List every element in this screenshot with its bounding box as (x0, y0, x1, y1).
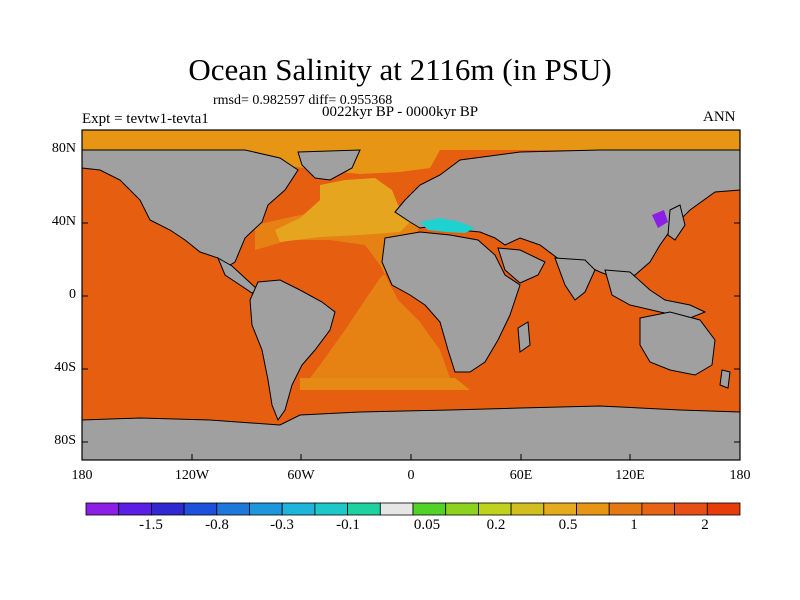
colorbar-swatch (641, 502, 676, 516)
colorbar-swatch (608, 502, 643, 516)
colorbar-swatch (314, 502, 348, 516)
colorbar-swatch (249, 502, 283, 516)
lon-label-180w: 180 (71, 468, 93, 483)
south-america (249, 279, 336, 422)
colorbar-swatch (216, 502, 250, 516)
statistics-label: rmsd= 0.982597 diff= 0.955368 (213, 93, 393, 108)
africa (381, 231, 521, 373)
north-atlantic-region (275, 178, 410, 242)
season-label: ANN (703, 109, 736, 125)
colorbar-swatch (445, 502, 479, 516)
colorbar-swatch (183, 502, 218, 516)
colorbar-label: 0.5 (558, 517, 578, 533)
colorbar-swatch (85, 502, 120, 516)
colorbar-label: 0.05 (413, 517, 441, 533)
eurasia (394, 149, 741, 281)
colorbar-swatch (706, 502, 741, 516)
colorbar-swatch (150, 502, 185, 516)
lon-label-120e: 120E (615, 468, 645, 483)
colorbar-swatch (674, 502, 708, 516)
map-title: Ocean Salinity at 2116m (in PSU) (188, 52, 612, 87)
indian-subcontinent (554, 257, 596, 301)
colorbar-label: 2 (701, 517, 709, 533)
colorbar-label: -0.3 (270, 517, 294, 533)
lon-label-120w: 120W (174, 468, 210, 483)
lon-label-60w: 60W (287, 468, 315, 483)
colorbar-label: 0.2 (486, 517, 506, 533)
colorbar-swatch (576, 502, 610, 516)
lat-label-0: 0 (69, 287, 76, 302)
colorbar-swatch (510, 502, 545, 516)
sea-of-japan-anomaly (652, 210, 668, 228)
lat-label-80n: 80N (51, 141, 76, 156)
japan (667, 204, 686, 241)
colorbar-swatch (347, 502, 381, 516)
australia (639, 311, 716, 376)
lat-label-40n: 40N (51, 214, 76, 229)
colorbar-label: -0.1 (336, 517, 360, 533)
landmasses (81, 149, 741, 461)
greenland (297, 149, 361, 181)
colorbar-swatch (118, 502, 152, 516)
colorbar-swatch (543, 502, 577, 516)
colorbar-swatch (412, 502, 447, 516)
southeast-asia (604, 269, 707, 319)
arabian-peninsula (497, 247, 546, 284)
madagascar (517, 321, 531, 353)
colorbar-swatch (477, 502, 512, 516)
colorbar-label: -0.8 (205, 517, 229, 533)
lat-label-80s: 80S (54, 433, 76, 448)
time-period-label: 0022kyr BP - 0000kyr BP (322, 104, 479, 120)
new-zealand (719, 369, 731, 389)
colorbar-label: 1 (630, 517, 638, 533)
mediterranean-anomaly (420, 218, 475, 233)
colorbar (85, 502, 741, 516)
colorbar-label: -1.5 (139, 517, 163, 533)
axis-ticks (81, 149, 741, 460)
southern-atlantic-band (300, 378, 470, 390)
arctic-region (82, 130, 740, 150)
colorbar-swatch (379, 502, 414, 516)
lon-label-0: 0 (407, 468, 415, 483)
lon-label-180e: 180 (729, 468, 751, 483)
experiment-label: Expt = tevtw1-tevta1 (82, 111, 209, 127)
lon-label-60e: 60E (509, 468, 533, 483)
colorbar-swatch (281, 502, 316, 516)
lat-label-40s: 40S (54, 360, 76, 375)
